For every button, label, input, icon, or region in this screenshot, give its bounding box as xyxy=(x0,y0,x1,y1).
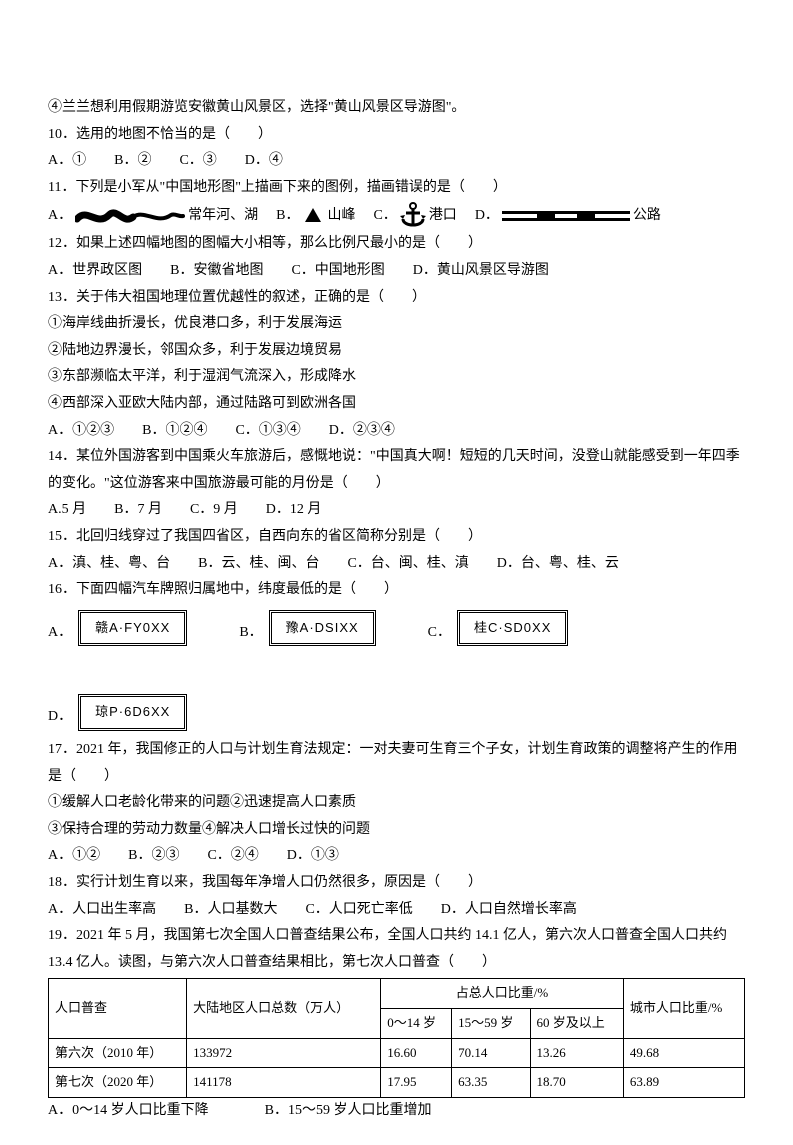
th-total: 大陆地区人口总数（万人） xyxy=(187,979,381,1038)
q13-st4: ④西部深入亚欧大陆内部，通过陆路可到欧洲各国 xyxy=(48,391,745,418)
q16-option-d: D． 琼P·6D6XX xyxy=(48,694,191,731)
q18-options: A．人口出生率高 B．人口基数大 C．人口死亡率低 D．人口自然增长率高 xyxy=(48,897,745,924)
q13-stem: 13．关于伟大祖国地理位置优越性的叙述，正确的是（ ） xyxy=(48,285,745,312)
cell: 13.26 xyxy=(530,1038,623,1068)
q19-options: A．0～14 岁人口比重下降 B．15～59 岁人口比重增加 xyxy=(48,1098,745,1125)
cell: 第六次（2010 年） xyxy=(49,1038,187,1068)
cell: 70.14 xyxy=(452,1038,530,1068)
q18-stem: 18．实行计划生育以来，我国每年净增人口仍然很多，原因是（ ） xyxy=(48,870,745,897)
option-text: 公路 xyxy=(633,203,661,230)
q14-stem: 14．某位外国游客到中国乘火车旅游后，感慨地说："中国真大啊！短短的几天时间，没… xyxy=(48,444,745,497)
option-text: 山峰 xyxy=(327,203,355,230)
q13-st2: ②陆地边界漫长，邻国众多，利于发展边境贸易 xyxy=(48,338,745,365)
q12-stem: 12．如果上述四幅地图的图幅大小相等，那么比例尺最小的是（ ） xyxy=(48,231,745,258)
option-letter: D． xyxy=(475,203,499,230)
q16-stem: 16．下面四幅汽车牌照归属地中，纬度最低的是（ ） xyxy=(48,577,745,604)
cell: 18.70 xyxy=(530,1068,623,1098)
peak-icon xyxy=(302,206,324,226)
cell: 16.60 xyxy=(381,1038,452,1068)
q13-st3: ③东部濒临太平洋，利于湿润气流深入，形成降水 xyxy=(48,364,745,391)
q15-options: A．滇、桂、粤、台 B．云、桂、闽、台 C．台、闽、桂、滇 D．台、粤、桂、云 xyxy=(48,551,745,578)
option-letter: D． xyxy=(48,704,72,731)
q13-st1: ①海岸线曲折漫长，优良港口多，利于发展海运 xyxy=(48,311,745,338)
th-share: 占总人口比重/% xyxy=(381,979,624,1009)
census-table: 人口普查 大陆地区人口总数（万人） 占总人口比重/% 城市人口比重/% 0～14… xyxy=(48,978,745,1098)
th-age3: 60 岁及以上 xyxy=(530,1009,623,1039)
q17-stem: 17．2021 年，我国修正的人口与计划生育法规定：一对夫妻可生育三个子女，计划… xyxy=(48,737,745,790)
table-row: 第七次（2020 年） 141178 17.95 63.35 18.70 63.… xyxy=(49,1068,745,1098)
option-letter: A． xyxy=(48,620,72,647)
q12-options: A．世界政区图 B．安徽省地图 C．中国地形图 D．黄山风景区导游图 xyxy=(48,258,745,285)
q16-option-b: B． 豫A·DSIXX xyxy=(239,610,379,647)
th-age1: 0～14 岁 xyxy=(381,1009,452,1039)
q11-stem: 11．下列是小军从"中国地形图"上描画下来的图例，描画错误的是（ ） xyxy=(48,175,745,202)
th-census: 人口普查 xyxy=(49,979,187,1038)
q11-option-d: D． 公路 xyxy=(475,203,661,230)
cell: 第七次（2020 年） xyxy=(49,1068,187,1098)
th-age2: 15～59 岁 xyxy=(452,1009,530,1039)
option-letter: B． xyxy=(239,620,262,647)
q11-options: A． 常年河、湖 B． 山峰 C． 港口 D． xyxy=(48,201,745,231)
license-plate: 桂C·SD0XX xyxy=(457,610,568,647)
q17-st1: ①缓解人口老龄化带来的问题②迅速提高人口素质 xyxy=(48,790,745,817)
q13-options: A．①②③ B．①②④ C．①③④ D．②③④ xyxy=(48,418,745,445)
river-icon xyxy=(75,205,185,227)
cell: 141178 xyxy=(187,1068,381,1098)
road-icon xyxy=(502,207,630,225)
option-text: 港口 xyxy=(429,203,457,230)
q17-options: A．①② B．②③ C．②④ D．①③ xyxy=(48,843,745,870)
license-plate: 豫A·DSIXX xyxy=(269,610,376,647)
cell: 63.89 xyxy=(623,1068,744,1098)
table-header-row: 人口普查 大陆地区人口总数（万人） 占总人口比重/% 城市人口比重/% xyxy=(49,979,745,1009)
q16-option-a: A． 赣A·FY0XX xyxy=(48,610,191,647)
th-urban: 城市人口比重/% xyxy=(623,979,744,1038)
anchor-icon xyxy=(400,201,426,231)
q14-options: A.5 月 B．7 月 C．9 月 D．12 月 xyxy=(48,497,745,524)
q19-stem: 19．2021 年 5 月，我国第七次全国人口普查结果公布，全国人口共约 14.… xyxy=(48,923,745,976)
q15-stem: 15．北回归线穿过了我国四省区，自西向东的省区简称分别是（ ） xyxy=(48,524,745,551)
cell: 133972 xyxy=(187,1038,381,1068)
q11-option-b: B． 山峰 xyxy=(276,203,355,230)
table-row: 第六次（2010 年） 133972 16.60 70.14 13.26 49.… xyxy=(49,1038,745,1068)
license-plate: 赣A·FY0XX xyxy=(78,610,187,647)
option-letter: A． xyxy=(48,203,72,230)
q17-st2: ③保持合理的劳动力数量④解决人口增长过快的问题 xyxy=(48,817,745,844)
cell: 63.35 xyxy=(452,1068,530,1098)
q10-stem: 10．选用的地图不恰当的是（ ） xyxy=(48,122,745,149)
option-letter: B． xyxy=(276,203,299,230)
q16-options: A． 赣A·FY0XX B． 豫A·DSIXX C． 桂C·SD0XX D． 琼… xyxy=(48,610,745,731)
q16-option-c: C． 桂C·SD0XX xyxy=(428,610,573,647)
q10-options: A．① B．② C．③ D．④ xyxy=(48,148,745,175)
license-plate: 琼P·6D6XX xyxy=(78,694,187,731)
q11-option-c: C． 港口 xyxy=(373,201,456,231)
option-letter: C． xyxy=(373,203,396,230)
cell: 49.68 xyxy=(623,1038,744,1068)
option-text: 常年河、湖 xyxy=(188,203,258,230)
intro-4: ④兰兰想利用假期游览安徽黄山风景区，选择"黄山风景区导游图"。 xyxy=(48,95,745,122)
cell: 17.95 xyxy=(381,1068,452,1098)
option-letter: C． xyxy=(428,620,451,647)
q11-option-a: A． 常年河、湖 xyxy=(48,203,258,230)
